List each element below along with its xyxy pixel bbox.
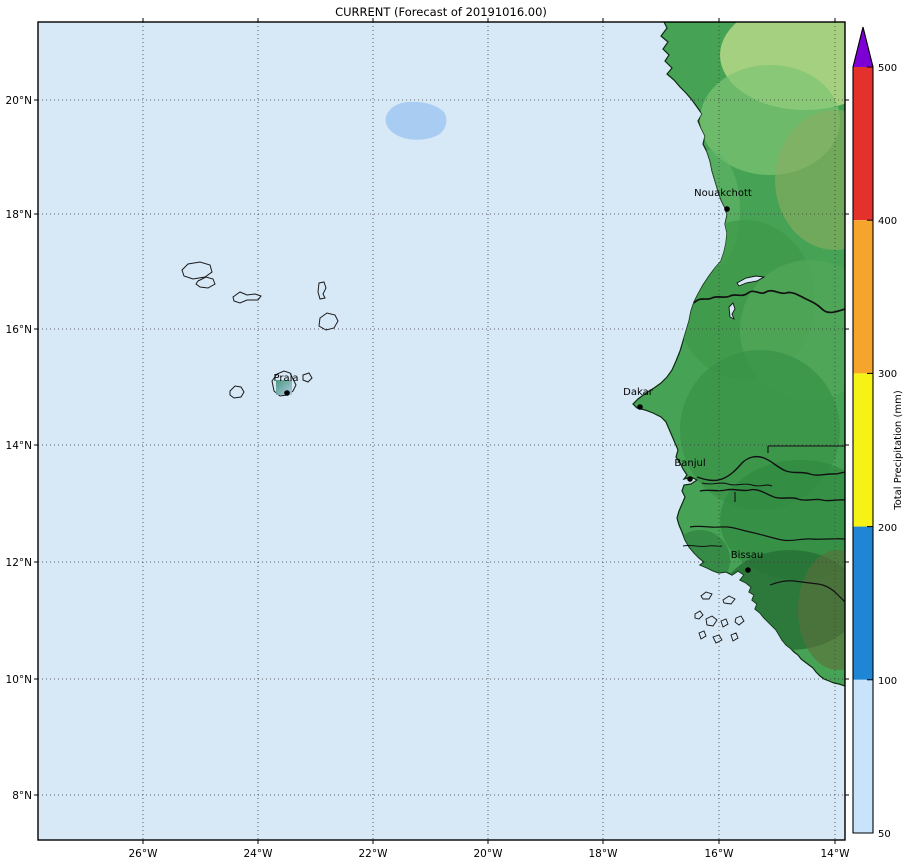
lon-label-16w: 16°W (705, 848, 735, 860)
longitude-axis: 26°W 24°W 22°W 20°W 18°W 16°W 14°W (129, 848, 851, 860)
lat-label-20n: 20°N (6, 95, 32, 107)
colorbar-tick-200: 200 (878, 523, 897, 534)
dakar-marker (637, 404, 643, 410)
colorbar-tick-500: 500 (878, 63, 897, 74)
lat-label-18n: 18°N (6, 209, 32, 221)
lat-label-16n: 16°N (6, 324, 32, 336)
colorbar-segment-300-400 (853, 220, 873, 374)
precipitation-patch (385, 101, 447, 140)
colorbar-over-arrow (853, 27, 873, 67)
graticule-gridlines (38, 22, 845, 840)
plot-border (37, 21, 846, 841)
bissau-label: Bissau (731, 550, 764, 561)
lon-label-18w: 18°W (589, 848, 619, 860)
lat-label-14n: 14°N (6, 440, 32, 452)
lat-label-10n: 10°N (6, 674, 32, 686)
colorbar-segment-400-500 (853, 67, 873, 221)
lat-label-8n: 8°N (12, 790, 32, 802)
bijagos-islands (694, 591, 745, 644)
city-markers: Nouakchott Dakar Banjul Bissau Praia (274, 188, 764, 573)
praia-label: Praia (274, 373, 299, 384)
lat-label-12n: 12°N (6, 557, 32, 569)
lon-label-22w: 22°W (359, 848, 389, 860)
cape-verde-islands (181, 261, 339, 399)
colorbar-outline (852, 26, 874, 834)
praia-marker (284, 390, 290, 396)
latitude-axis: 20°N 18°N 16°N 14°N 12°N 10°N 8°N (6, 95, 32, 802)
colorbar-tick-300: 300 (878, 369, 897, 380)
colorbar-segment-50-100 (853, 679, 873, 833)
lon-label-24w: 24°W (244, 848, 274, 860)
colorbar-tick-marks (867, 66, 873, 834)
colorbar-segment-100-200 (853, 526, 873, 680)
lon-label-20w: 20°W (474, 848, 504, 860)
bissau-marker (745, 567, 751, 573)
colorbar: 500 400 300 200 100 50 Total Precipitati… (852, 26, 904, 840)
figure-title: CURRENT (Forecast of 20191016.00) (335, 5, 547, 19)
colorbar-tick-400: 400 (878, 216, 897, 227)
nouakchott-label: Nouakchott (694, 188, 752, 199)
colorbar-tick-100: 100 (878, 676, 897, 687)
axis-ticks (34, 18, 849, 844)
lon-label-14w: 14°W (821, 848, 851, 860)
coastal-lakes (728, 275, 766, 320)
nouakchott-marker (724, 206, 730, 212)
banjul-label: Banjul (674, 458, 705, 469)
colorbar-segment-200-300 (853, 373, 873, 527)
colorbar-axis-label: Total Precipitation (mm) (893, 390, 904, 511)
colorbar-tick-50: 50 (878, 829, 891, 840)
banjul-marker (687, 476, 693, 482)
lon-label-26w: 26°W (129, 848, 159, 860)
dakar-label: Dakar (623, 387, 654, 398)
borders-and-rivers (682, 289, 845, 603)
